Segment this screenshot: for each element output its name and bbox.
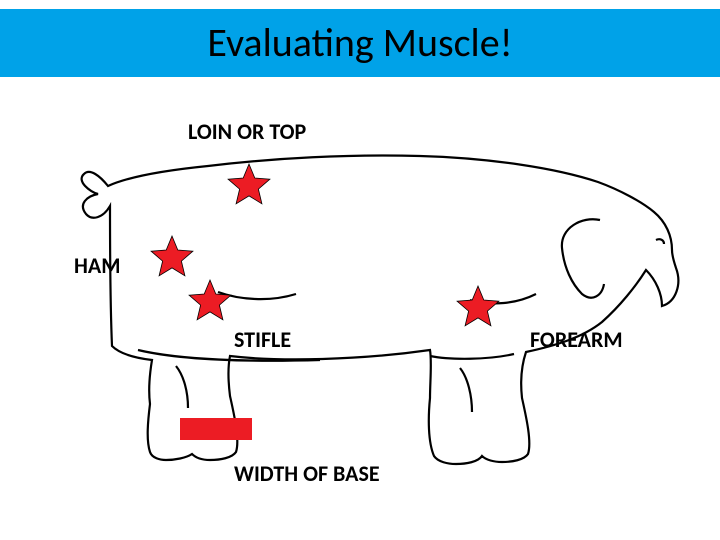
star-icon bbox=[151, 236, 193, 276]
width-of-base-marker bbox=[180, 418, 252, 440]
label-width-of-base: WIDTH OF BASE bbox=[234, 460, 380, 487]
pig-detail bbox=[562, 219, 604, 297]
pig-outline bbox=[82, 155, 679, 464]
pig-detail bbox=[656, 239, 664, 244]
pig-detail bbox=[176, 366, 188, 408]
marker-stars bbox=[151, 164, 499, 326]
star-icon bbox=[189, 280, 231, 320]
label-stifle: STIFLE bbox=[234, 326, 291, 353]
pig-detail bbox=[430, 354, 514, 359]
label-forearm: FOREARM bbox=[530, 326, 623, 353]
star-icon bbox=[457, 286, 499, 326]
pig-detail bbox=[460, 368, 472, 412]
pig-body-path bbox=[82, 155, 679, 464]
label-loin: LOIN OR TOP bbox=[188, 118, 306, 145]
star-icon bbox=[228, 164, 270, 204]
label-ham: HAM bbox=[74, 252, 120, 279]
